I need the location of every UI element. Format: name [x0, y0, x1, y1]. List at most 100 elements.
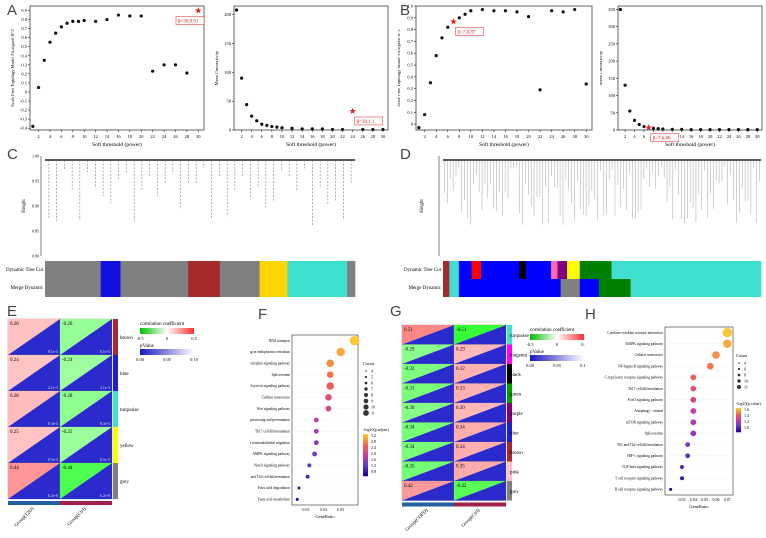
- pathway-label: Cellular senescence: [262, 396, 291, 400]
- module-color-swatch: [507, 325, 512, 345]
- data-point: [65, 21, 69, 25]
- module-color-segment: [630, 279, 762, 297]
- color-legend-label: 3.2: [371, 433, 376, 438]
- x-tick-label: 28: [185, 134, 190, 139]
- count-legend-dot: [363, 410, 369, 416]
- x-tick-label: 24: [549, 134, 554, 139]
- x-tick-label: 22: [538, 134, 543, 139]
- group-bar: [454, 502, 506, 507]
- data-point: [31, 124, 35, 128]
- x-tick-label: 6: [643, 134, 646, 139]
- color-legend-step: [363, 463, 368, 466]
- correlation-value: -0.32: [404, 367, 415, 372]
- count-legend-label: 8: [371, 393, 373, 398]
- legend-tick: 0.5: [191, 336, 197, 341]
- correlation-value: 0.42: [404, 484, 413, 489]
- pathway-dot: [349, 335, 360, 346]
- data-point: [661, 127, 665, 131]
- pvalue-text: 8.5e-3: [100, 457, 110, 462]
- data-point: [54, 31, 58, 35]
- scatter-a2: 2 4 6 8 10 12 14 16 18 20 22 24 26 28 30050100150200So…: [214, 5, 389, 148]
- data-point: [139, 14, 143, 18]
- module-color-swatch: [507, 344, 512, 364]
- pathway-dot: [295, 497, 299, 501]
- x-tick-label: 30: [381, 134, 386, 139]
- pvalue-triangle: [402, 403, 454, 423]
- pathway-dot: [325, 394, 332, 401]
- x-tick-label: 12: [93, 134, 98, 139]
- pathway-label: Wnt signaling pathway: [257, 407, 291, 411]
- module-color-segment: [560, 279, 581, 297]
- data-point: [234, 8, 239, 12]
- data-point: [300, 127, 304, 131]
- color-legend-step: [363, 438, 368, 441]
- height-tick-label: 0.95: [32, 179, 39, 184]
- color-legend-step: [363, 471, 368, 475]
- data-point: [250, 114, 254, 118]
- x-tick-label: 6: [447, 134, 450, 139]
- pvalue-triangle: [8, 391, 60, 427]
- module-color-segment: [219, 261, 260, 279]
- count-legend-dot: [737, 385, 741, 389]
- color-legend-step: [363, 457, 368, 460]
- module-color-swatch: [113, 319, 118, 355]
- correlation-value: 0.32: [456, 367, 465, 372]
- module-color-segment: [219, 279, 260, 297]
- count-legend-label: 9: [371, 399, 373, 404]
- x-axis-label: Soft threshold (power): [92, 141, 142, 148]
- dotplot-f: RNA transport Protein processing in endop…: [250, 334, 389, 519]
- pvalue-triangle: [454, 344, 506, 364]
- pvalue-tick: 0.05: [163, 357, 172, 362]
- count-legend-label: 10: [371, 405, 375, 410]
- x-tick-label: 18: [128, 134, 133, 139]
- x-tick-label: 26: [173, 134, 178, 139]
- color-legend-step: [363, 442, 368, 445]
- color-legend-step: [736, 410, 741, 412]
- plot-frame: [617, 5, 763, 131]
- module-label: turquoise: [120, 408, 139, 413]
- color-legend-step: [736, 429, 741, 432]
- pvalue-triangle: [402, 383, 454, 403]
- count-legend-dot: [363, 398, 369, 404]
- color-legend-step: [363, 448, 368, 452]
- color-legend-step: [736, 424, 741, 427]
- y-tick-label: 200: [608, 59, 616, 64]
- pathway-dot: [669, 487, 673, 491]
- count-legend-label: 11: [371, 411, 375, 416]
- correlation-value: -0.44: [62, 466, 73, 471]
- count-legend-dot: [364, 387, 368, 391]
- pathway-label: Th17 cell differentiation: [255, 430, 290, 434]
- data-point: [573, 7, 577, 12]
- x-tick-label: 0.05: [701, 497, 708, 502]
- module-color-segment: [519, 261, 526, 279]
- highlight-star: ★: [449, 16, 457, 26]
- pathway-label: Fatty acid degradation: [258, 486, 290, 490]
- color-legend-step: [363, 467, 368, 470]
- pathway-label: Protein processing in endoplasmic reticu…: [250, 350, 290, 354]
- color-legend-step: [363, 473, 368, 477]
- y-tick-label: 50: [611, 110, 616, 115]
- module-color-segment: [287, 279, 348, 297]
- module-color-segment: [471, 261, 482, 279]
- correlation-value: -0.51: [456, 328, 467, 333]
- data-point: [105, 17, 109, 22]
- y-tick-label: 0.5: [407, 63, 413, 68]
- color-legend-step: [363, 452, 368, 456]
- module-color-segment: [188, 261, 221, 279]
- correlation-value: 0.30: [456, 406, 465, 411]
- pathway-label: Th17 cell differentiation: [628, 387, 663, 391]
- x-tick-label: 2: [424, 134, 426, 139]
- pvalue-triangle: [8, 463, 60, 499]
- pvalue-tick: 0.00: [136, 357, 145, 362]
- pvalue-triangle: [454, 364, 506, 384]
- pathway-dot: [712, 351, 720, 359]
- data-point: [727, 128, 731, 132]
- correlation-value: -0.35: [404, 465, 415, 470]
- data-point: [584, 82, 588, 86]
- data-point: [94, 19, 98, 23]
- data-point: [680, 127, 684, 131]
- module-label: green: [510, 392, 522, 397]
- data-point: [116, 13, 121, 17]
- x-tick-label: 28: [371, 134, 376, 139]
- module-color-segment: [481, 261, 520, 279]
